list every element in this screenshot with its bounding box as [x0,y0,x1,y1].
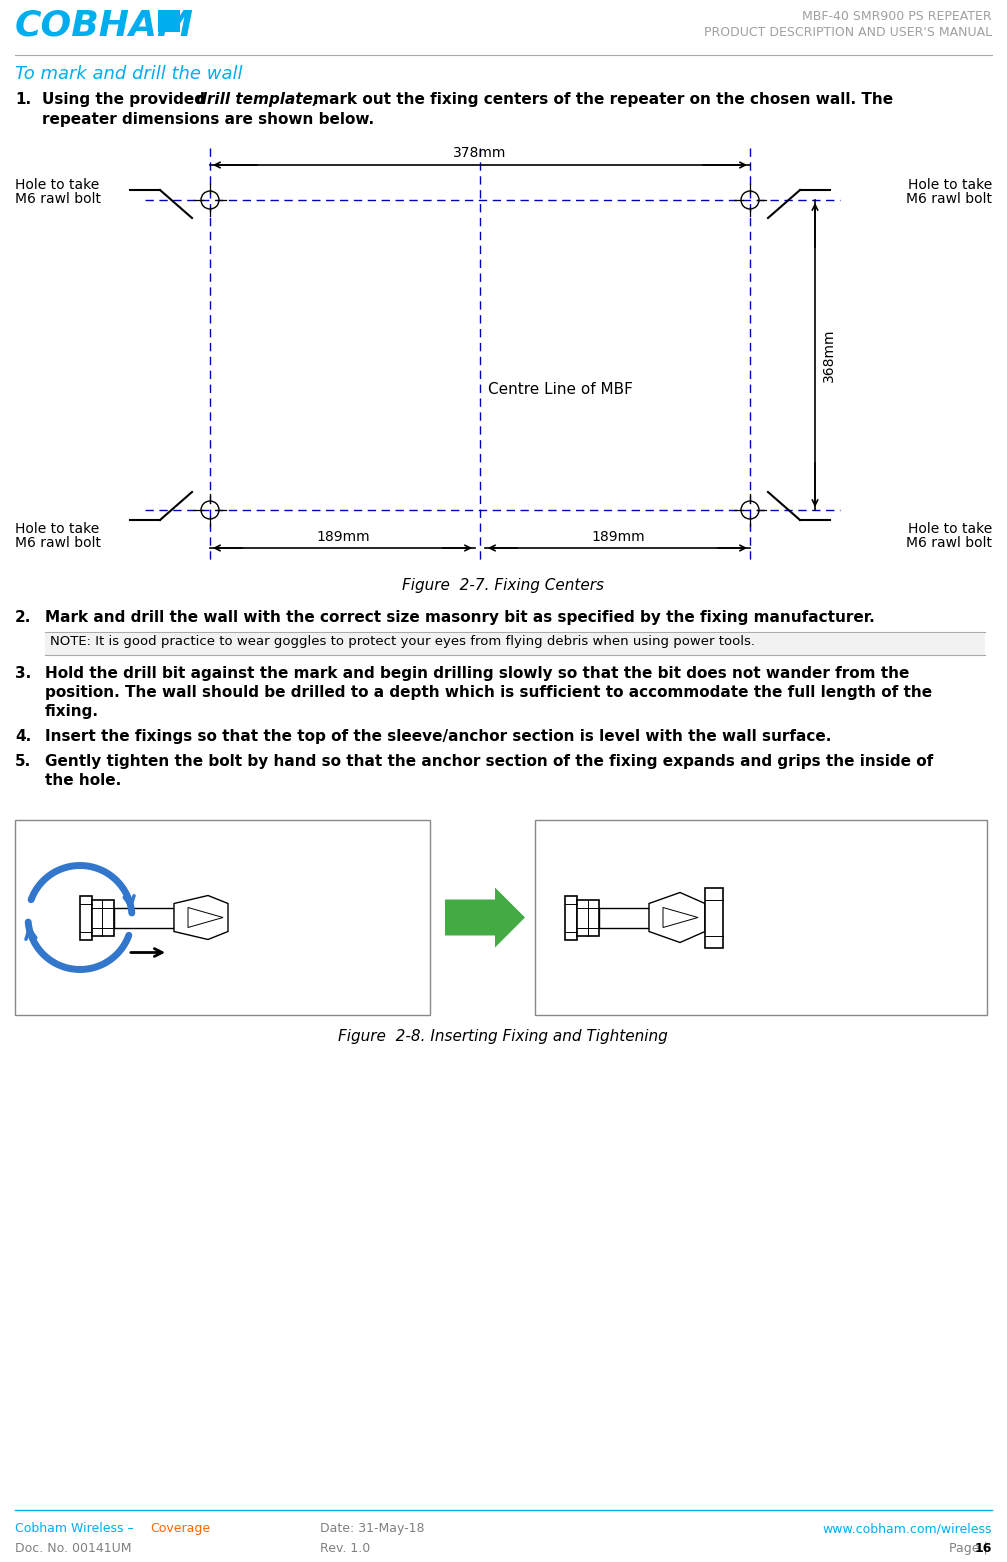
Text: Date: 31-May-18: Date: 31-May-18 [320,1521,425,1535]
Text: Insert the fixings so that the top of the sleeve/anchor section is level with th: Insert the fixings so that the top of th… [45,729,832,744]
Text: position. The wall should be drilled to a depth which is sufficient to accommoda: position. The wall should be drilled to … [45,686,932,700]
Text: Hole to take: Hole to take [907,522,992,536]
Bar [45,633,985,654]
Text: Using the provided: Using the provided [42,92,210,108]
Text: repeater dimensions are shown below.: repeater dimensions are shown below. [42,112,375,127]
Text: Page |: Page | [950,1542,992,1556]
Text: M6 rawl bolt: M6 rawl bolt [906,536,992,550]
Bar [599,908,649,928]
Text: MBF-40 SMR900 PS REPEATER: MBF-40 SMR900 PS REPEATER [803,9,992,23]
Text: 378mm: 378mm [453,145,507,159]
Text: mark out the fixing centers of the repeater on the chosen wall. The: mark out the fixing centers of the repea… [308,92,893,108]
Text: COBHAM: COBHAM [15,8,194,42]
Text: 189mm: 189mm [316,530,370,544]
Text: Hold the drill bit against the mark and begin drilling slowly so that the bit do: Hold the drill bit against the mark and … [45,665,909,681]
Text: Coverage: Coverage [150,1521,210,1535]
Bar [114,908,174,928]
Text: Doc. No. 00141UM: Doc. No. 00141UM [15,1542,132,1556]
Text: Rev. 1.0: Rev. 1.0 [320,1542,371,1556]
Text: Gently tighten the bolt by hand so that the anchor section of the fixing expands: Gently tighten the bolt by hand so that … [45,754,933,769]
Text: Centre Line of MBF: Centre Line of MBF [488,383,632,397]
Polygon shape [174,895,228,939]
Text: M6 rawl bolt: M6 rawl bolt [15,192,101,206]
Bar [535,820,987,1015]
Bar [15,820,430,1015]
Bar [705,887,723,948]
Text: 4.: 4. [15,729,31,744]
Text: Hole to take: Hole to take [907,178,992,192]
Bar [92,900,114,936]
Text: Cobham Wireless –: Cobham Wireless – [15,1521,138,1535]
Bar [565,895,577,939]
Text: 5.: 5. [15,754,31,769]
Text: drill template,: drill template, [196,92,318,108]
Text: 3.: 3. [15,665,31,681]
Text: Hole to take: Hole to take [15,522,100,536]
Text: Hole to take: Hole to take [15,178,100,192]
Text: M6 rawl bolt: M6 rawl bolt [15,536,101,550]
Text: 368mm: 368mm [822,328,836,381]
Text: 1.: 1. [15,92,31,108]
Bar [158,9,180,31]
Text: www.cobham.com/wireless: www.cobham.com/wireless [823,1521,992,1535]
Text: M6 rawl bolt: M6 rawl bolt [906,192,992,206]
Bar [80,895,92,939]
Text: To mark and drill the wall: To mark and drill the wall [15,66,243,83]
Text: fixing.: fixing. [45,704,99,719]
Polygon shape [649,892,705,942]
Text: Mark and drill the wall with the correct size masonry bit as specified by the fi: Mark and drill the wall with the correct… [45,611,875,625]
Bar [577,900,599,936]
Text: the hole.: the hole. [45,773,121,787]
Text: 189mm: 189mm [591,530,644,544]
Text: Figure  2-8. Inserting Fixing and Tightening: Figure 2-8. Inserting Fixing and Tighten… [338,1029,668,1043]
Text: 16: 16 [975,1542,992,1556]
Text: Figure  2-7. Fixing Centers: Figure 2-7. Fixing Centers [402,578,604,594]
Text: 2.: 2. [15,611,31,625]
Text: PRODUCT DESCRIPTION AND USER'S MANUAL: PRODUCT DESCRIPTION AND USER'S MANUAL [704,27,992,39]
Text: NOTE: It is good practice to wear goggles to protect your eyes from flying debri: NOTE: It is good practice to wear goggle… [50,636,755,648]
Polygon shape [445,887,525,948]
